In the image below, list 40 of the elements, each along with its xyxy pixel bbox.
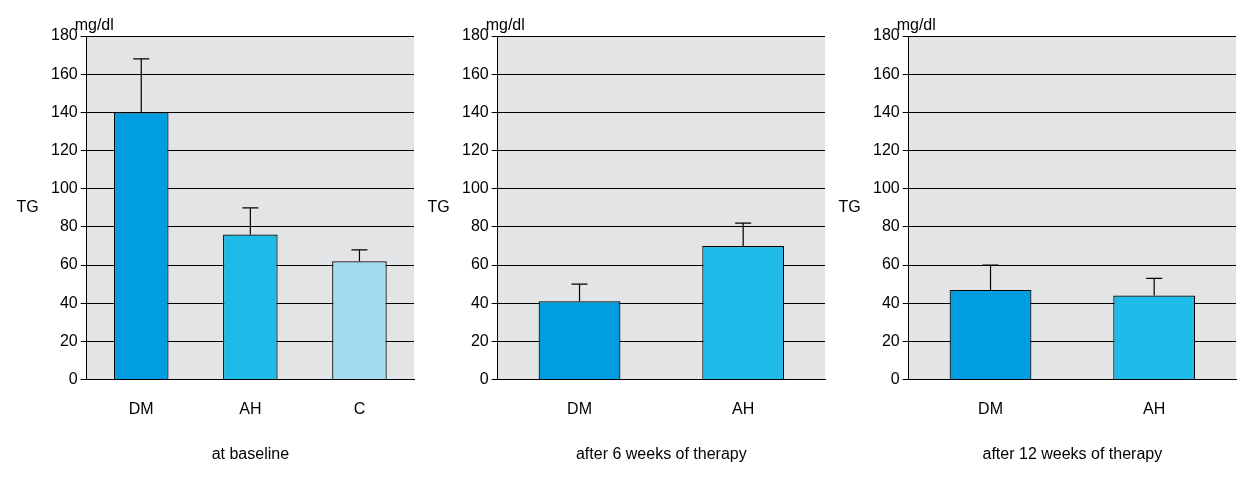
y-tick-label: 60 [470, 255, 489, 273]
y-tick-label: 140 [50, 102, 78, 120]
y-axis-title: TG [427, 198, 450, 216]
y-tick-label: 20 [881, 331, 900, 349]
y-tick-label: 0 [68, 370, 78, 388]
y-tick-label: 80 [881, 217, 900, 235]
y-tick-label: 60 [881, 255, 900, 273]
x-tick-label: AH [1143, 399, 1166, 417]
y-tick-label: 160 [50, 64, 78, 82]
y-axis-title: TG [838, 198, 861, 216]
x-tick-label: DM [567, 399, 592, 417]
y-tick-label: 120 [872, 140, 900, 158]
y-tick-label: 60 [59, 255, 78, 273]
y-tick-label: 20 [59, 331, 78, 349]
y-tick-label: 160 [872, 64, 900, 82]
y-tick-label: 40 [470, 293, 489, 311]
y-tick-label: 0 [890, 370, 900, 388]
y-tick-label: 140 [461, 102, 489, 120]
y-tick-label: 40 [881, 293, 900, 311]
y-tick-label: 100 [872, 179, 900, 197]
y-tick-label: 160 [461, 64, 489, 82]
y-tick-label: 100 [461, 179, 489, 197]
x-axis-title: at baseline [211, 444, 290, 462]
x-tick-label: DM [128, 399, 154, 417]
y-tick-label: 20 [470, 331, 489, 349]
x-tick-label: C [353, 399, 366, 417]
y-tick-label: 140 [872, 102, 900, 120]
x-axis-title: after 12 weeks of therapy [982, 444, 1163, 462]
y-axis-title: TG [16, 198, 39, 216]
y-tick-label: 40 [59, 293, 78, 311]
x-tick-label: AH [239, 399, 262, 417]
y-tick-label: 80 [59, 217, 78, 235]
y-tick-label: 0 [479, 370, 489, 388]
x-tick-label: AH [732, 399, 755, 417]
y-tick-label: 80 [470, 217, 489, 235]
y-tick-label: 120 [50, 140, 78, 158]
x-axis-title: after 6 weeks of therapy [575, 444, 747, 462]
y-tick-label: 100 [50, 179, 78, 197]
x-tick-label: DM [978, 399, 1003, 417]
y-tick-label: 120 [461, 140, 489, 158]
